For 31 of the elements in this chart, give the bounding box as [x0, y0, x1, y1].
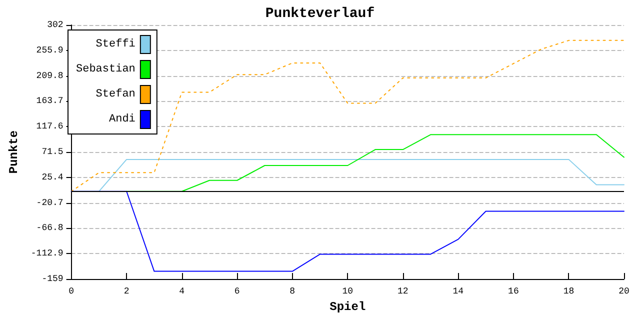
y-tick-label: 255.9	[36, 45, 64, 56]
y-tick-label: 117.6	[36, 122, 64, 132]
y-tick-label: 71.5	[42, 147, 64, 157]
x-tick-label: 12	[398, 286, 408, 296]
x-tick-label: 0	[68, 286, 74, 296]
x-tick-label: 8	[290, 286, 296, 296]
y-tick-label: -66.8	[36, 223, 64, 234]
y-tick-label: 209.8	[36, 70, 64, 81]
x-tick-label: 14	[452, 286, 464, 296]
x-axis-title: Spiel	[330, 300, 366, 314]
y-tick-label: -20.7	[36, 198, 64, 208]
x-tick-label: 6	[234, 286, 240, 296]
line-series	[70, 40, 624, 192]
x-tick-label: 2	[124, 286, 130, 296]
x-tick-label: 10	[342, 286, 354, 296]
y-tick-label: 302	[47, 20, 64, 30]
line-series	[70, 190, 624, 272]
y-tick-label: -159	[42, 274, 64, 284]
chart-title: Punkteverlauf	[265, 6, 375, 22]
y-axis-title: Punkte	[7, 130, 21, 174]
legend-label: Stefan	[96, 88, 136, 100]
y-tick-label: 25.4	[42, 172, 64, 182]
x-tick-label: 4	[179, 286, 185, 296]
y-tick-label: 163.7	[36, 96, 64, 106]
y-tick-label: -112.9	[30, 248, 64, 259]
legend-label: Sebastian	[76, 64, 136, 76]
x-tick-label: 20	[618, 286, 630, 296]
x-tick-label: 18	[563, 286, 574, 296]
x-tick-label: 16	[508, 286, 519, 296]
legend-label: Steffi	[96, 38, 136, 50]
legend-label: Andi	[109, 114, 136, 126]
